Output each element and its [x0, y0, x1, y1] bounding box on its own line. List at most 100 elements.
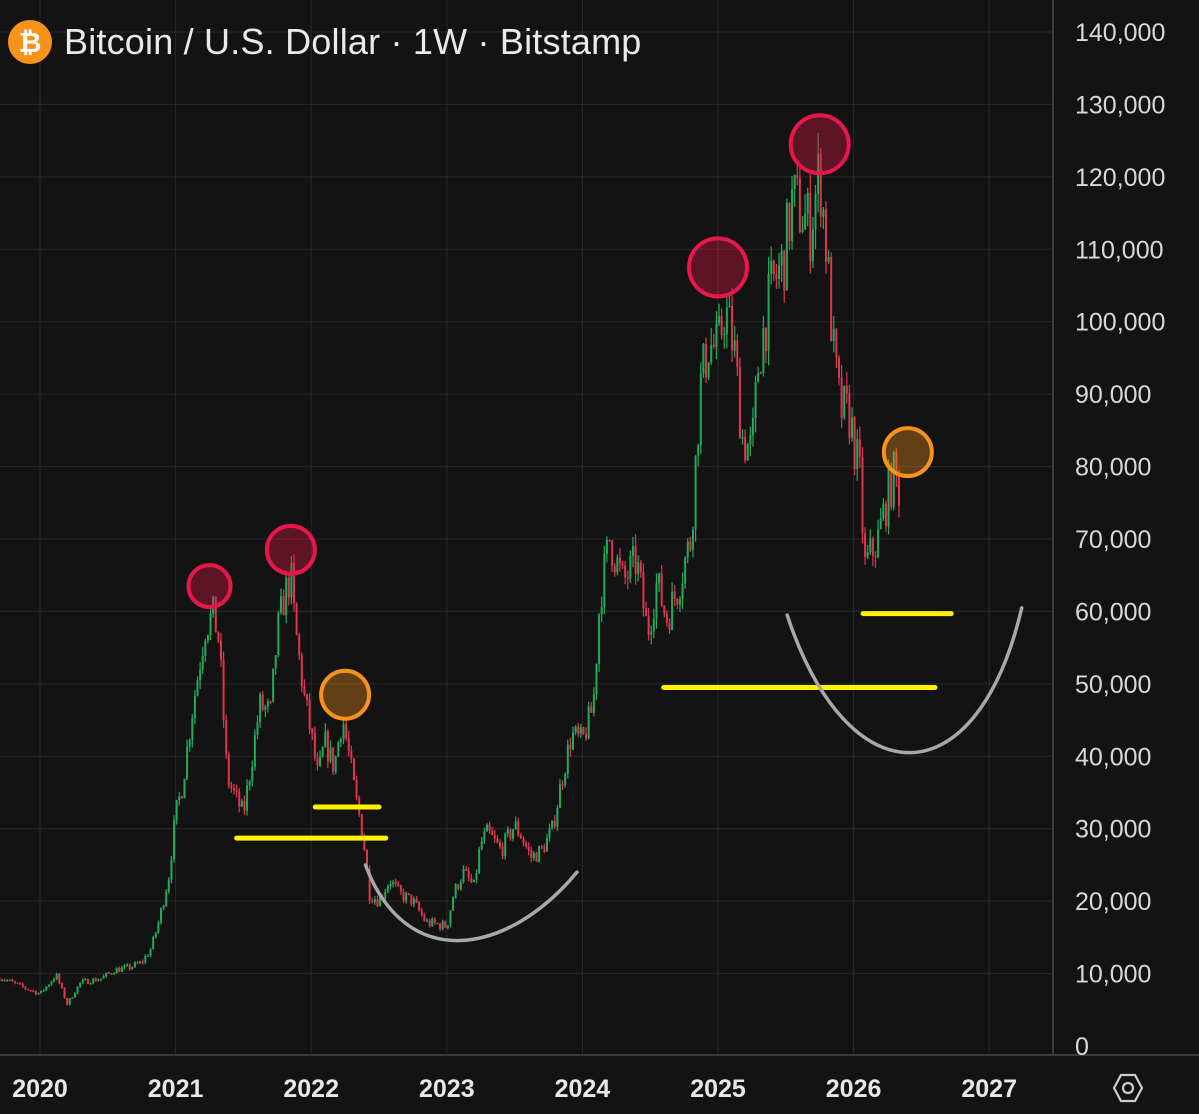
candle-body [723, 333, 726, 336]
candle-body [418, 902, 421, 911]
candle-body [819, 154, 822, 217]
price-tick-label: 110,000 [1075, 236, 1164, 264]
symbol-title[interactable]: Bitcoin / U.S. Dollar · 1W · Bitstamp [64, 21, 642, 62]
candle-body [360, 814, 363, 836]
candle-body [240, 800, 243, 807]
candle-body [551, 820, 554, 829]
candle-body [29, 990, 32, 992]
candle-body [97, 979, 100, 982]
candle-body [718, 316, 721, 324]
candle-body [204, 640, 207, 656]
candle-body [861, 456, 864, 534]
candle-body [618, 557, 621, 564]
candle-body [321, 747, 324, 757]
candle-body [219, 640, 222, 660]
candle-body [809, 192, 812, 262]
candle-body [227, 754, 230, 786]
candle-body [741, 436, 744, 439]
candle-body [519, 834, 522, 839]
candle-body [261, 694, 264, 710]
candle-body [485, 824, 488, 832]
candle-body [60, 983, 63, 988]
bitcoin-icon: ₿ [8, 20, 52, 64]
candle-body [126, 964, 129, 966]
price-tick-label: 0 [1075, 1033, 1089, 1061]
candle-body [399, 885, 402, 892]
candle-body [780, 250, 783, 266]
price-tick-label: 80,000 [1075, 454, 1151, 482]
candle-body [472, 879, 475, 883]
candle-body [608, 539, 611, 542]
candle-body [566, 744, 569, 775]
candle-body [446, 925, 449, 928]
candle-body [535, 853, 538, 862]
candles [0, 132, 900, 1006]
candle-body [347, 738, 350, 751]
axes [0, 0, 1199, 1056]
year-tick-label: 2023 [419, 1075, 475, 1103]
candle-body [84, 979, 87, 981]
candle-body [793, 175, 796, 189]
candle-body [887, 467, 890, 527]
candle-body [470, 877, 473, 883]
candle-body [804, 213, 807, 230]
candle-body [647, 616, 650, 635]
candle-body [616, 557, 619, 573]
candle-body [475, 872, 478, 880]
candle-body [707, 362, 710, 378]
candle-body [178, 796, 181, 801]
candle-body [824, 209, 827, 262]
time-scale[interactable]: 2020 2021 2022 2023 2024 2025 2026 2027 [12, 1075, 1017, 1103]
candle-body [27, 988, 30, 991]
candle-body [884, 503, 887, 527]
candle-body [712, 344, 715, 347]
candle-body [858, 439, 861, 457]
candle-body [441, 921, 444, 930]
candle-body [600, 606, 603, 615]
candle-body [144, 956, 147, 963]
candle-body [605, 539, 608, 555]
candle-body [405, 893, 408, 901]
candle-body [832, 329, 835, 341]
candle-body [543, 847, 546, 852]
candle-body [558, 784, 561, 808]
candle-body [37, 993, 40, 995]
candle-body [587, 706, 590, 739]
candle-body [545, 837, 548, 852]
candle-body [102, 976, 105, 979]
candle-body [316, 757, 319, 766]
price-tick-label: 100,000 [1075, 309, 1165, 337]
candle-body [274, 655, 277, 669]
candle-body [890, 467, 893, 508]
candle-body [334, 756, 337, 772]
candle-body [814, 193, 817, 230]
candle-body [326, 730, 329, 762]
candle-body [783, 250, 786, 291]
candle-body [139, 961, 142, 964]
candle-body [6, 980, 9, 982]
candle-body [631, 546, 634, 556]
candle-body [248, 781, 251, 786]
candle-body [339, 738, 342, 743]
candle-body [53, 979, 56, 982]
candle-body [50, 981, 53, 985]
price-tick-label: 60,000 [1075, 598, 1151, 626]
candle-body [452, 897, 455, 911]
candle-body [420, 910, 423, 915]
candle-body [754, 381, 757, 419]
price-scale[interactable]: 0 10,000 20,000 30,000 40,000 50,000 60,000 70,… [1075, 19, 1165, 1061]
candle-body [246, 785, 249, 811]
candle-body [532, 853, 535, 859]
candle-body [579, 727, 582, 734]
candle-body [467, 870, 470, 878]
candle-body [136, 962, 139, 964]
candle-body [731, 305, 734, 351]
settings-button[interactable] [1108, 1070, 1148, 1106]
candle-body [397, 883, 400, 886]
candle-body [897, 473, 900, 506]
candle-body [154, 932, 157, 937]
candle-body [892, 452, 895, 508]
candle-body [650, 631, 653, 635]
candle-body [767, 273, 770, 352]
